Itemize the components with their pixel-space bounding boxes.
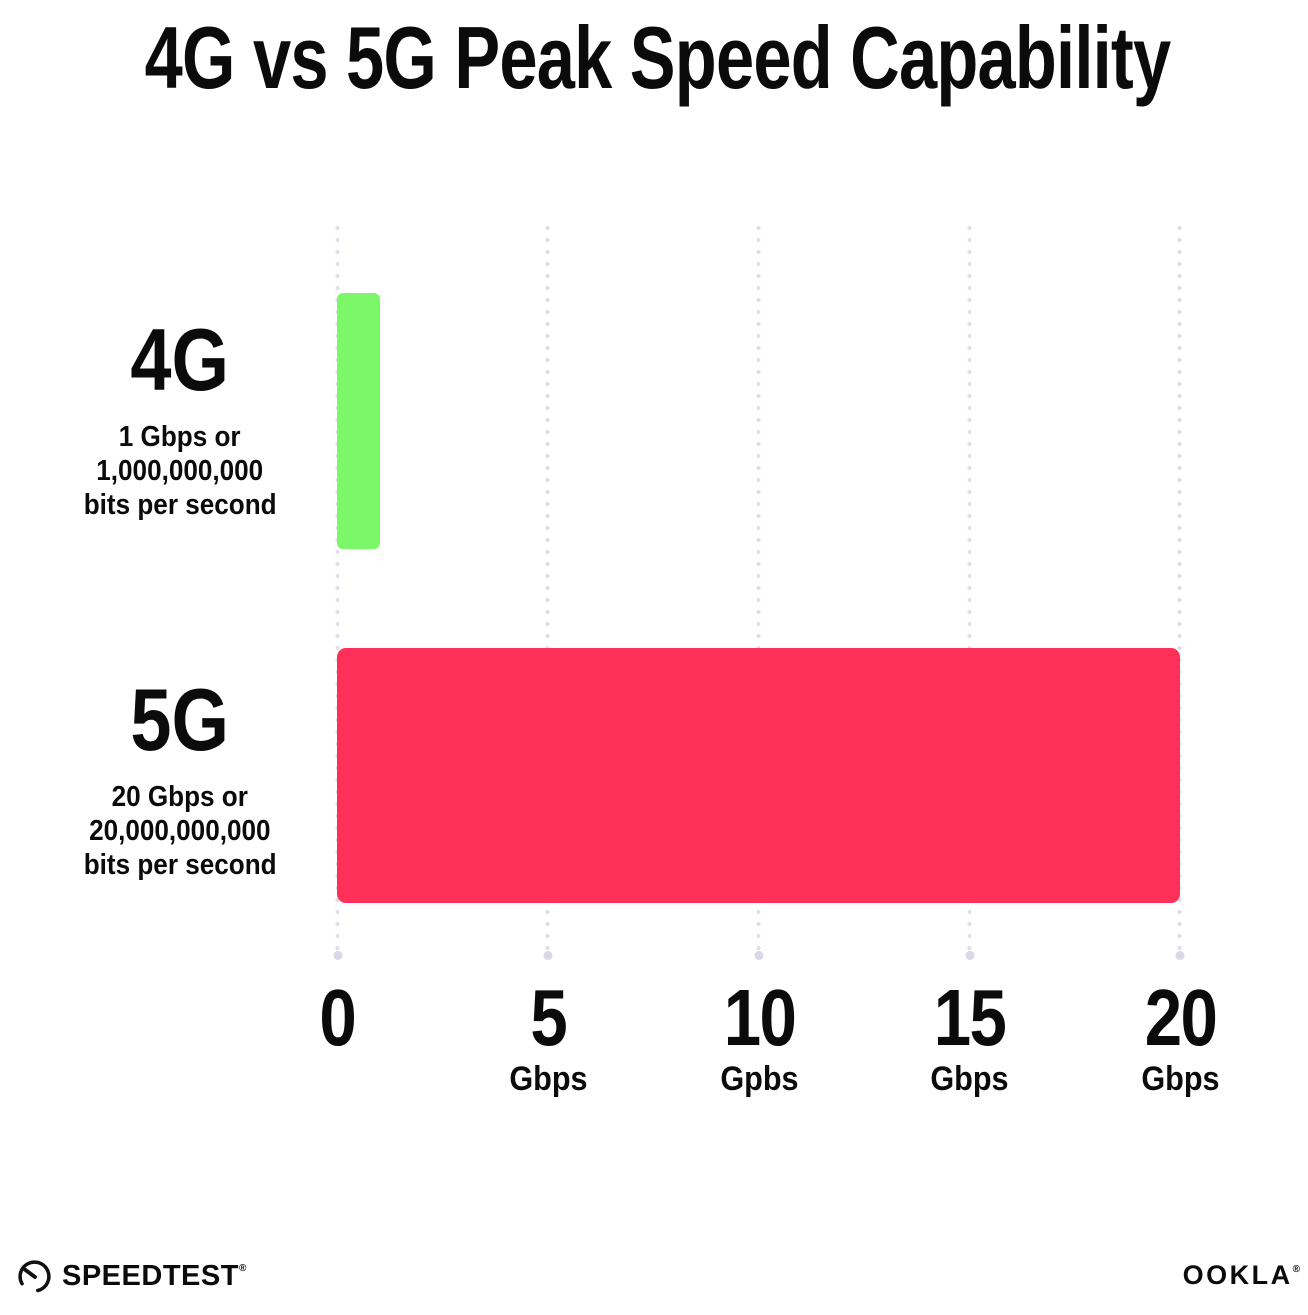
- speedtest-trademark: ®: [238, 1263, 247, 1274]
- x-tick-15-value: 15: [933, 973, 1006, 1062]
- ookla-trademark: ®: [1292, 1264, 1300, 1275]
- row-label-4g-subtext: 1 Gbps or 1,000,000,000 bits per second: [83, 421, 277, 522]
- gridline-5: [545, 222, 550, 956]
- chart-title: 4G vs 5G Peak Speed Capability: [0, 8, 1308, 107]
- ookla-logo: OOKLA®: [1183, 1260, 1300, 1291]
- x-tick-15-unit: Gbps: [929, 1060, 1009, 1098]
- x-tick-5-unit: Gbps: [508, 1060, 588, 1098]
- bar-4g: [337, 293, 380, 549]
- speedtest-logo: SPEEDTEST®: [16, 1258, 247, 1295]
- gridline-10: [756, 222, 761, 956]
- speedtest-wordmark: SPEEDTEST®: [62, 1260, 247, 1292]
- chart-title-text: 4G vs 5G Peak Speed Capability: [144, 8, 1172, 107]
- row-label-5g: 5G 20 Gbps or 20,000,000,000 bits per se…: [40, 676, 320, 883]
- bar-5g: [337, 648, 1180, 903]
- row-label-5g-subtext: 20 Gbps or 20,000,000,000 bits per secon…: [83, 781, 277, 882]
- speedometer-gauge-icon: [16, 1258, 53, 1295]
- x-tick-15: 15 Gbps: [859, 973, 1079, 1098]
- x-tick-20-unit: Gbps: [1140, 1060, 1220, 1098]
- row-label-5g-heading: 5G: [130, 670, 230, 769]
- gridline-20: [1177, 222, 1182, 956]
- x-tick-5: 5 Gbps: [438, 973, 658, 1098]
- x-tick-20: 20 Gbps: [1070, 973, 1290, 1098]
- gridline-15: [967, 222, 972, 956]
- row-label-4g-heading: 4G: [130, 310, 230, 409]
- x-tick-0: 0: [227, 978, 447, 1096]
- ookla-wordmark: OOKLA: [1182, 1260, 1293, 1290]
- x-tick-5-value: 5: [530, 973, 567, 1062]
- x-tick-0-value: 0: [319, 973, 356, 1062]
- row-label-4g: 4G 1 Gbps or 1,000,000,000 bits per seco…: [40, 316, 320, 523]
- gridline-0: [335, 222, 340, 956]
- x-tick-10-unit: Gpbs: [719, 1060, 799, 1098]
- x-tick-10: 10 Gpbs: [649, 973, 869, 1098]
- x-tick-10-value: 10: [723, 973, 796, 1062]
- x-tick-20-value: 20: [1144, 973, 1217, 1062]
